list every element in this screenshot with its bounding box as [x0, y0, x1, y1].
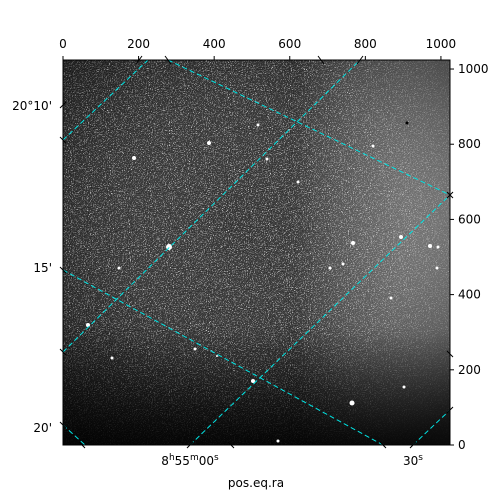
- star: [341, 262, 345, 266]
- top-axis-tick-label: 200: [127, 37, 150, 51]
- x-axis-label: pos.eq.ra: [228, 476, 284, 490]
- grid-line: [63, 269, 384, 445]
- grid-line: [63, 60, 149, 141]
- star: [389, 296, 393, 300]
- ra-tick-left: [59, 348, 67, 356]
- dec-label-15: 15': [33, 261, 52, 275]
- star: [351, 241, 355, 245]
- right-axis-tick-label: 1000: [458, 62, 489, 76]
- star: [193, 347, 197, 351]
- dec-tick-left: [59, 421, 67, 429]
- grid-line: [412, 409, 450, 445]
- wcs-frame-ticks: [59, 55, 454, 449]
- plot-frame: [62, 59, 451, 446]
- star: [276, 439, 280, 443]
- right-pixel-axis: 0 200 400 600 800 1000: [450, 62, 489, 452]
- ra-tick-right: [446, 406, 454, 414]
- star: [251, 379, 255, 383]
- star: [216, 355, 218, 357]
- star: [436, 245, 440, 249]
- dec-tick-labels: 20°10' 15' 20': [12, 99, 52, 435]
- grid-line: [189, 194, 450, 445]
- star: [296, 180, 300, 184]
- right-axis-tick-label: 400: [458, 288, 481, 302]
- image-bottom-shade: [63, 60, 450, 445]
- dec-tick-right: [446, 191, 454, 199]
- star: [402, 385, 406, 389]
- ra-tick-top: [356, 55, 364, 65]
- dec-tick-top: [317, 55, 325, 65]
- ra-tick-bottom: [409, 441, 417, 449]
- ra-tick-labels: 8h55m00s 30s: [161, 453, 423, 468]
- star: [405, 121, 409, 125]
- star: [117, 266, 121, 270]
- dec-tick-bottom: [78, 441, 86, 449]
- top-axis-tick-label: 0: [59, 37, 67, 51]
- star: [166, 244, 172, 250]
- star: [256, 123, 260, 127]
- star: [371, 144, 375, 148]
- dec-label-10: 20°10': [12, 99, 52, 113]
- star: [435, 266, 439, 270]
- top-axis-tick-label: 600: [278, 37, 301, 51]
- right-axis-tick-label: 200: [458, 363, 481, 377]
- star: [110, 356, 114, 360]
- right-axis-tick-label: 600: [458, 212, 481, 226]
- star: [399, 235, 403, 239]
- grid-line: [63, 60, 361, 353]
- top-axis-tick-label: 1000: [426, 37, 457, 51]
- star: [428, 244, 432, 248]
- dec-tick-top: [164, 55, 172, 65]
- top-axis-tick-label: 800: [354, 37, 377, 51]
- dec-tick-left: [59, 101, 67, 109]
- top-pixel-axis: 0 200 400 600 800 1000: [59, 37, 456, 60]
- top-axis-tick-label: 400: [203, 37, 226, 51]
- star: [265, 157, 269, 161]
- star: [207, 141, 211, 145]
- ra-label-8h55m00s: 8h55m00s: [161, 453, 219, 468]
- dec-tick-bottom: [379, 441, 387, 449]
- ra-label-30s: 30s: [403, 453, 423, 468]
- grid-line: [167, 60, 450, 196]
- ra-tick-left: [59, 136, 67, 144]
- star: [349, 400, 355, 406]
- dec-tick-bottom: [227, 441, 235, 449]
- dec-tick-right: [446, 350, 454, 358]
- ra-tick-top: [135, 55, 143, 65]
- star: [132, 156, 136, 160]
- stars-group: [86, 121, 440, 443]
- dec-tick-left: [59, 266, 67, 274]
- dec-label-20: 20': [33, 421, 52, 435]
- grid-line: [63, 424, 86, 445]
- coordinate-grid: [63, 60, 450, 445]
- astronomical-image: [63, 60, 450, 445]
- star: [328, 266, 332, 270]
- right-axis-tick-label: 0: [458, 438, 466, 452]
- right-axis-tick-label: 800: [458, 137, 481, 151]
- ra-tick-bottom: [186, 441, 194, 449]
